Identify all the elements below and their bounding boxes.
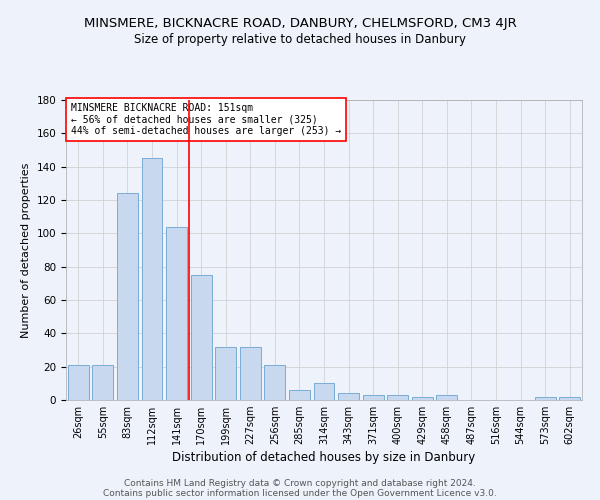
Bar (412, 396, 433, 400)
Bar (142, 158, 163, 400)
Bar (338, 394, 359, 400)
Bar (362, 395, 383, 400)
Y-axis label: Number of detached properties: Number of detached properties (21, 162, 31, 338)
Bar (92, 365, 113, 400)
Bar (436, 395, 457, 400)
Text: MINSMERE BICKNACRE ROAD: 151sqm
← 56% of detached houses are smaller (325)
44% o: MINSMERE BICKNACRE ROAD: 151sqm ← 56% of… (71, 103, 341, 136)
Bar (387, 395, 408, 400)
Bar (117, 194, 138, 400)
X-axis label: Distribution of detached houses by size in Danbury: Distribution of detached houses by size … (172, 452, 476, 464)
Bar (265, 365, 286, 400)
Bar (191, 275, 212, 400)
Text: Contains HM Land Registry data © Crown copyright and database right 2024.: Contains HM Land Registry data © Crown c… (124, 478, 476, 488)
Bar (559, 396, 580, 400)
Text: Contains public sector information licensed under the Open Government Licence v3: Contains public sector information licen… (103, 488, 497, 498)
Bar (215, 346, 236, 400)
Bar (314, 384, 334, 400)
Bar (535, 396, 556, 400)
Bar (166, 226, 187, 400)
Bar (240, 346, 261, 400)
Bar (289, 390, 310, 400)
Bar (68, 365, 89, 400)
Text: Size of property relative to detached houses in Danbury: Size of property relative to detached ho… (134, 32, 466, 46)
Text: MINSMERE, BICKNACRE ROAD, DANBURY, CHELMSFORD, CM3 4JR: MINSMERE, BICKNACRE ROAD, DANBURY, CHELM… (83, 18, 517, 30)
